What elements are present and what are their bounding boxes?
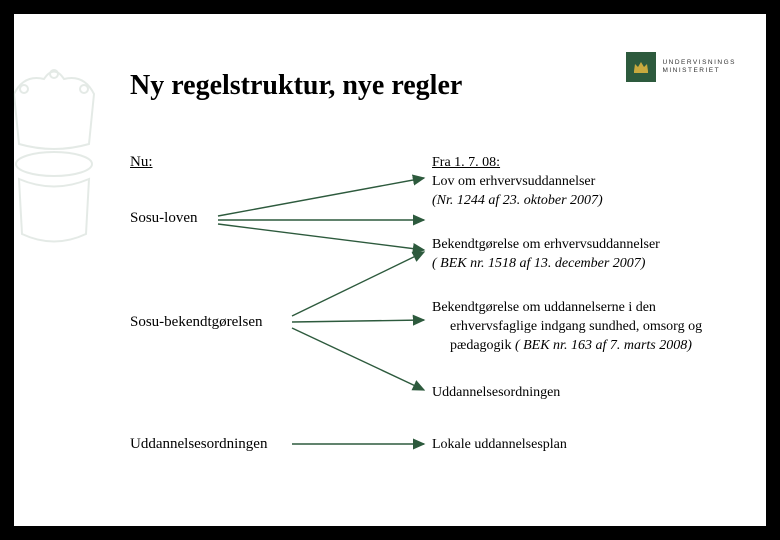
ministry-logo: UNDERVISNINGS MINISTERIET: [626, 52, 736, 82]
right-bek2-block: Bekendtgørelse om uddannelserne i den er…: [432, 299, 702, 356]
logo-line1: UNDERVISNINGS: [662, 59, 736, 67]
right-lov-line2: (Nr. 1244 af 23. oktober 2007): [432, 193, 603, 208]
right-bek1-line1: Bekendtgørelse om erhvervsuddannelser: [432, 237, 660, 252]
watermark-crown: [0, 54, 114, 274]
logo-line2: MINISTERIET: [662, 67, 736, 75]
right-lov-line1: Lov om erhvervsuddannelser: [432, 174, 595, 189]
slide: UNDERVISNINGS MINISTERIET Ny regelstrukt…: [14, 14, 766, 526]
right-bek2-line1: Bekendtgørelse om uddannelserne i den: [432, 300, 656, 315]
content-area: Nu: Sosu-loven Sosu-bekendtgørelsen Udda…: [130, 154, 736, 496]
right-fra-heading: Fra 1. 7. 08:: [432, 155, 500, 170]
right-bek2-line2: erhvervsfaglige indgang sundhed, omsorg …: [432, 319, 702, 334]
right-udd: Uddannelsesordningen: [432, 384, 560, 403]
crown-icon: [632, 59, 650, 75]
logo-square: [626, 52, 656, 82]
logo-text: UNDERVISNINGS MINISTERIET: [662, 59, 736, 76]
left-udd: Uddannelsesordningen: [130, 436, 267, 453]
left-sosu-loven: Sosu-loven: [130, 210, 198, 227]
left-heading-nu: Nu:: [130, 154, 153, 171]
right-lokale: Lokale uddannelsesplan: [432, 436, 567, 455]
slide-title: Ny regelstruktur, nye regler: [130, 70, 462, 102]
left-sosu-bek: Sosu-bekendtgørelsen: [130, 314, 262, 331]
right-fra-block: Fra 1. 7. 08: Lov om erhvervsuddannelser…: [432, 154, 603, 211]
right-bek2-line3: pædagogik ( BEK nr. 163 af 7. marts 2008…: [432, 338, 692, 353]
right-bek1-line2: ( BEK nr. 1518 af 13. december 2007): [432, 256, 645, 271]
right-bek1-block: Bekendtgørelse om erhvervsuddannelser ( …: [432, 236, 660, 274]
